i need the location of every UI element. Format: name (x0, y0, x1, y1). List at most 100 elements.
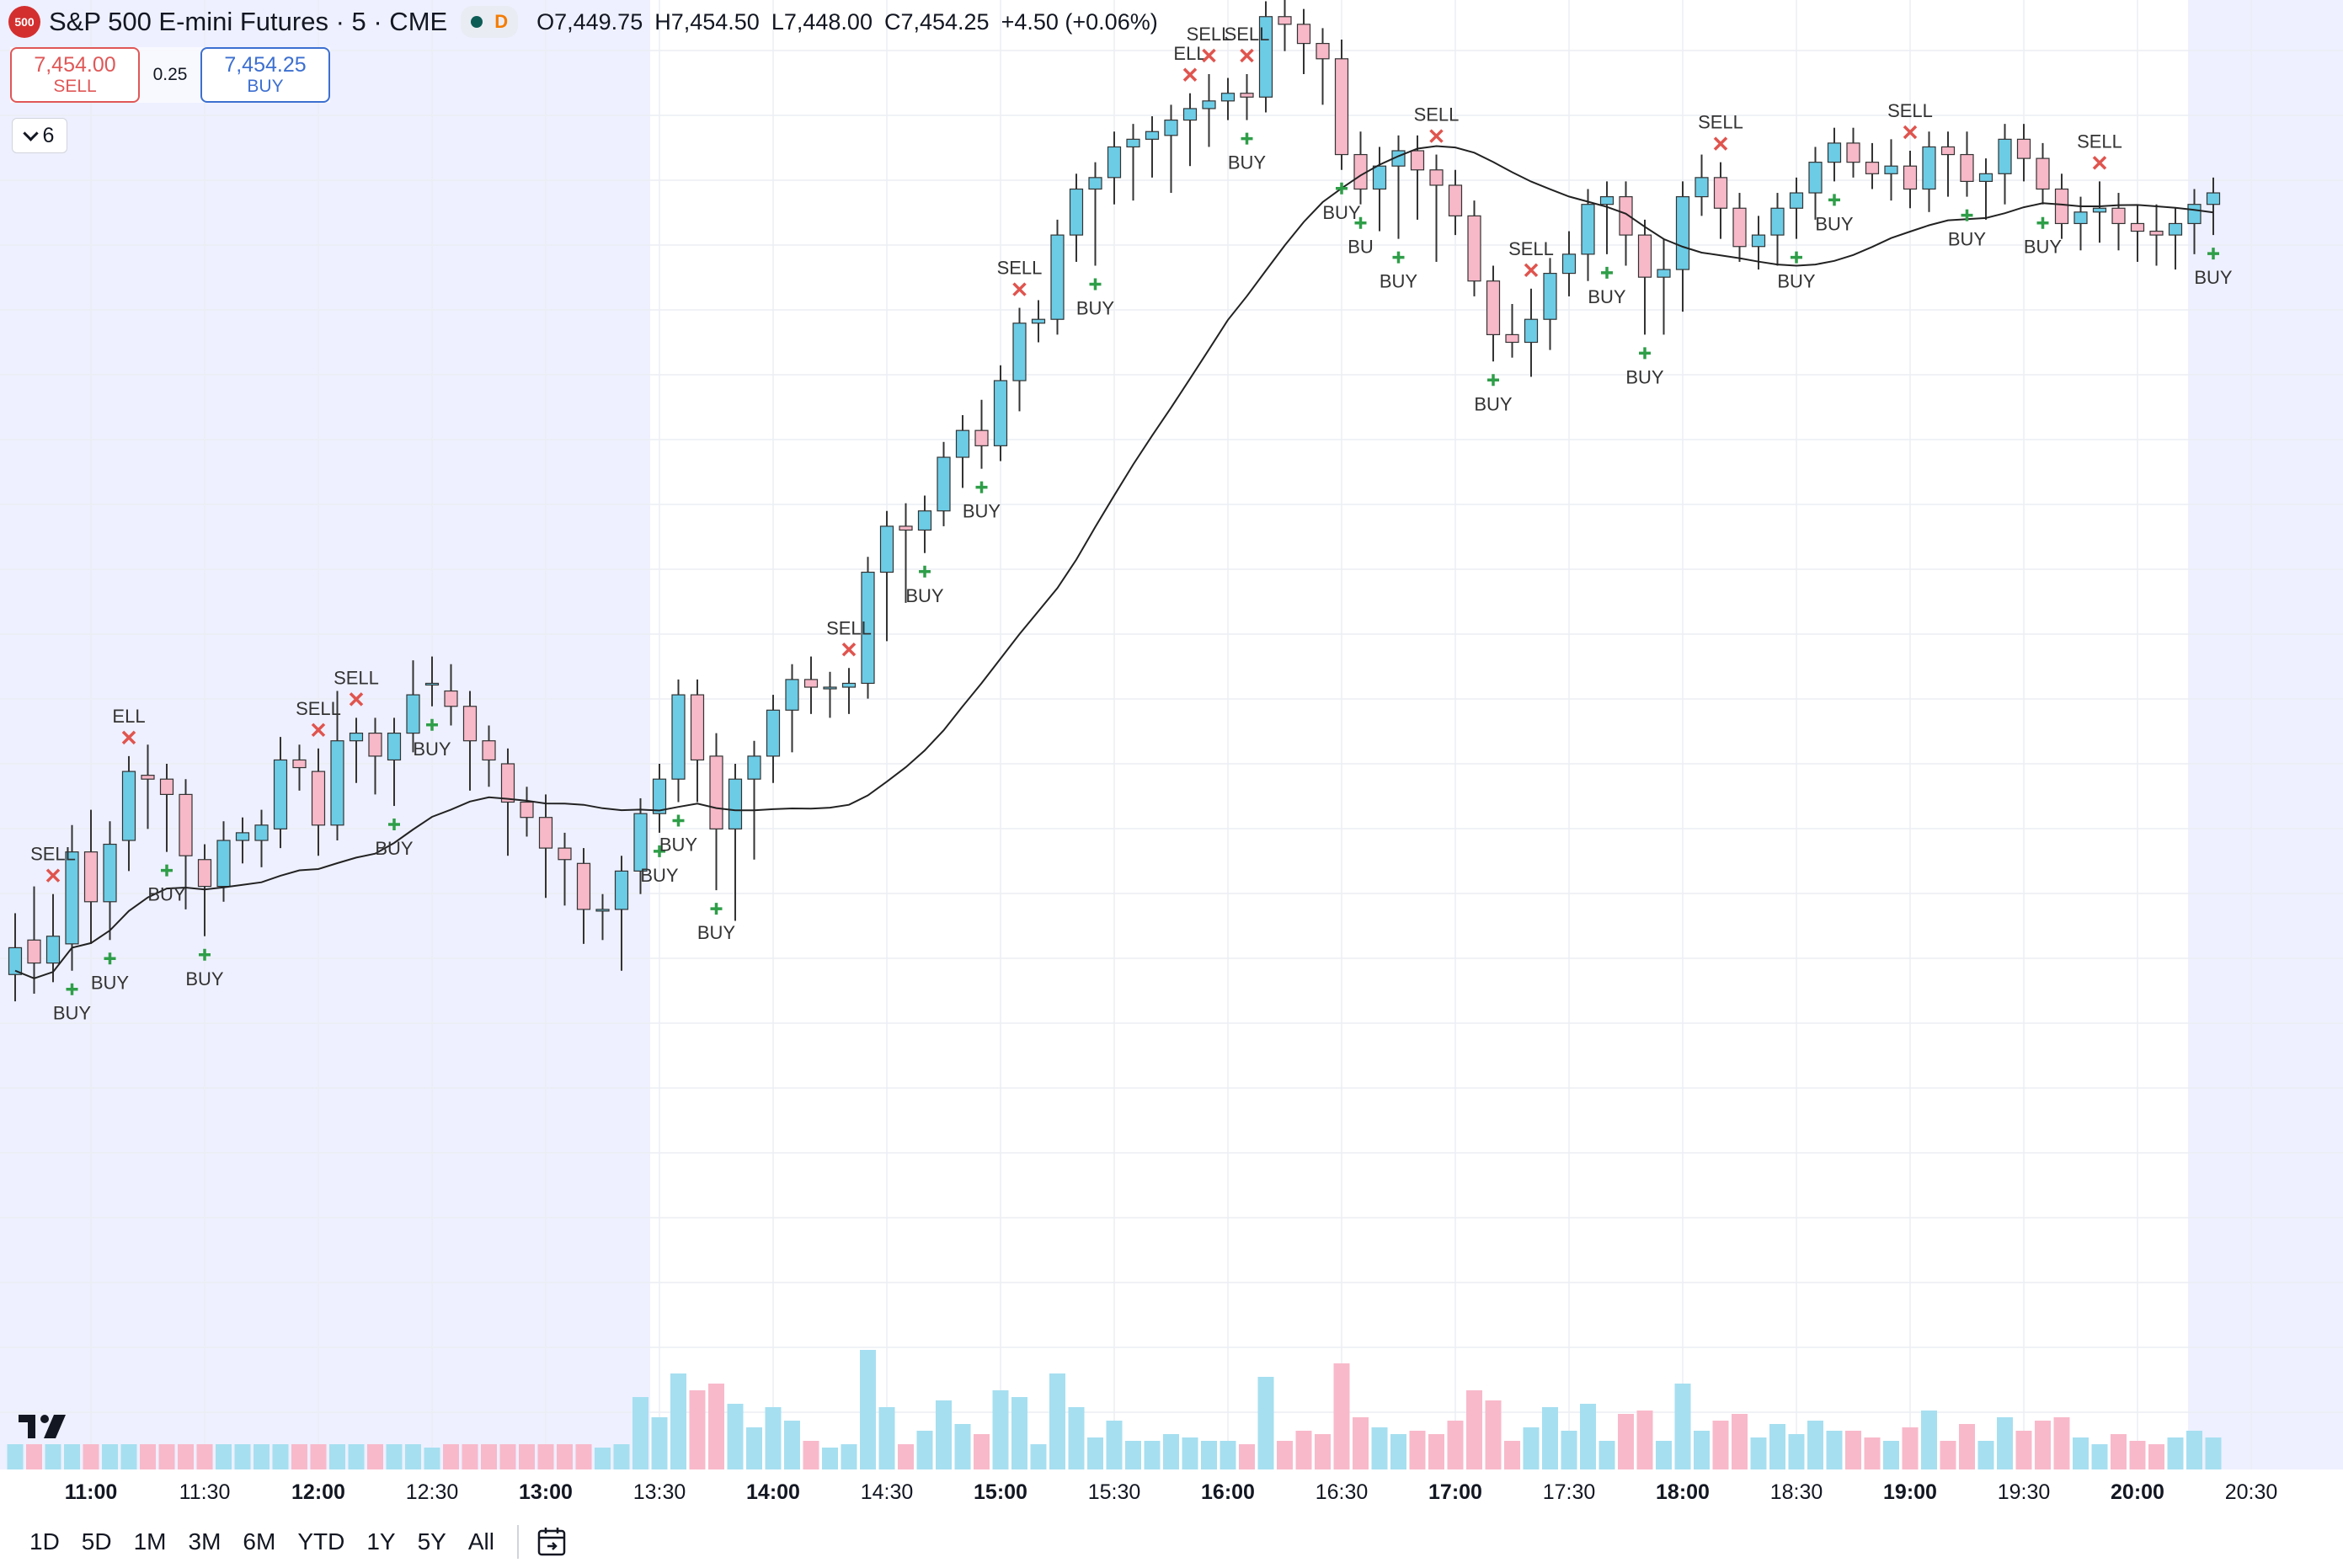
sell-signal-marker: SELL (1698, 112, 1743, 151)
buy-signal-label: BUY (905, 585, 944, 606)
volume-bar (1561, 1431, 1577, 1469)
candle-body (1012, 323, 1027, 381)
buy-label: BUY (247, 77, 284, 96)
volume-bar (841, 1444, 857, 1469)
candle-body (671, 694, 686, 780)
time-axis-tick-label: 19:00 (1883, 1480, 1937, 1504)
candle-body (1126, 138, 1140, 148)
volume-bar (727, 1404, 744, 1469)
range-5d-button[interactable]: 5D (81, 1528, 112, 1555)
sell-x-icon (1202, 48, 1216, 63)
volume-bar (1807, 1421, 1823, 1469)
volume-bar (1295, 1431, 1312, 1469)
candle-body (803, 679, 819, 688)
candle-body (1486, 280, 1501, 336)
buy-signal-label: BUY (1625, 366, 1664, 387)
range-all-button[interactable]: All (467, 1528, 494, 1555)
volume-bar (462, 1444, 478, 1469)
buy-plus-icon (1601, 266, 1613, 279)
candle-body (690, 694, 705, 761)
sell-signal-marker: ELL (1173, 43, 1207, 82)
price-chart[interactable]: SELLBUYBUYELLBUYBUYSELLSELLBUYBUYBUYBUYB… (0, 0, 2343, 1516)
candle-body (1220, 93, 1236, 102)
candle-body (1808, 162, 1823, 194)
candle-body (1524, 318, 1539, 344)
buy-signal-marker: BUY (53, 983, 91, 1024)
buy-plus-icon (388, 819, 400, 831)
volume-bar (1636, 1411, 1653, 1469)
candle-body (1107, 146, 1122, 179)
candle-body (1789, 192, 1804, 209)
volume-bar (1315, 1434, 1331, 1469)
sell-x-icon (45, 868, 61, 883)
volume-bar (1049, 1373, 1065, 1469)
buy-plus-icon (1639, 347, 1651, 360)
volume-bar (651, 1417, 668, 1469)
time-axis-tick-label: 16:00 (1201, 1480, 1255, 1504)
candle-body (1695, 177, 1709, 198)
candle-body (652, 778, 667, 814)
volume-bar (1769, 1424, 1785, 1469)
symbol-title[interactable]: S&P 500 E-mini Futures · 5 · CME (49, 7, 448, 36)
sell-x-icon (1012, 282, 1027, 296)
candle-body (785, 679, 799, 711)
buy-signal-label: BUY (1380, 271, 1418, 292)
range-5y-button[interactable]: 5Y (417, 1528, 446, 1555)
volume-bar (1921, 1411, 1937, 1469)
candle-body (1050, 234, 1065, 320)
time-axis-tick-label: 14:30 (861, 1480, 914, 1504)
buy-signal-marker: BU (1348, 216, 1374, 258)
range-ytd-button[interactable]: YTD (297, 1528, 345, 1555)
symbol-logo-icon: 500 (8, 6, 40, 38)
sell-signal-label: ELL (1173, 43, 1206, 64)
candle-body (899, 525, 913, 531)
candle-body (2092, 207, 2107, 213)
candle-body (45, 936, 61, 964)
volume-bar (424, 1448, 440, 1469)
indicators-legend-toggle[interactable]: 6 (12, 118, 67, 153)
high-label: H (654, 8, 671, 35)
sell-signal-marker: ELL (112, 706, 146, 745)
candle-body (311, 771, 326, 826)
candle-body (1467, 215, 1481, 282)
candle-body (841, 682, 857, 688)
range-6m-button[interactable]: 6M (243, 1528, 276, 1555)
range-1y-button[interactable]: 1Y (366, 1528, 396, 1555)
volume-bar (784, 1421, 800, 1469)
buy-signal-label: BUY (91, 972, 130, 993)
candle-body (2149, 230, 2164, 236)
volume-bar (140, 1444, 156, 1469)
volume-bar (1447, 1421, 1464, 1469)
buy-button[interactable]: 7,454.25 BUY (200, 47, 330, 103)
candle-body (1998, 138, 2012, 174)
tradingview-logo-icon[interactable] (17, 1411, 71, 1442)
candle-body (879, 525, 894, 573)
buy-signal-marker: BUY (659, 814, 698, 856)
buy-plus-icon (1392, 251, 1405, 264)
go-to-date-calendar-icon[interactable] (536, 1525, 569, 1559)
market-status-pill[interactable]: D (461, 6, 519, 38)
range-1m-button[interactable]: 1M (133, 1528, 167, 1555)
candle-body (1884, 165, 1898, 174)
range-3m-button[interactable]: 3M (188, 1528, 221, 1555)
sell-signal-label: SELL (1887, 100, 1933, 121)
buy-signal-label: BUY (659, 835, 698, 856)
sell-button[interactable]: 7,454.00 SELL (10, 47, 140, 103)
time-axis-tick-label: 13:30 (633, 1480, 686, 1504)
sell-signal-label: ELL (112, 706, 145, 727)
data-delay-badge: D (494, 11, 509, 32)
volume-bar (2148, 1444, 2164, 1469)
volume-bar (822, 1448, 838, 1469)
candle-body (1637, 234, 1652, 278)
candle-body (27, 939, 41, 964)
candle-body (766, 709, 781, 757)
volume-bar (234, 1444, 251, 1469)
time-axis-tick-label: 18:30 (1770, 1480, 1823, 1504)
time-axis-tick-label: 11:00 (65, 1480, 118, 1504)
volume-bar (216, 1444, 232, 1469)
time-axis-tick-label: 13:00 (519, 1480, 573, 1504)
volume-bar (1011, 1397, 1027, 1469)
range-1d-button[interactable]: 1D (29, 1528, 60, 1555)
sell-signal-marker: SELL (334, 667, 379, 707)
volume-bar (916, 1431, 933, 1469)
